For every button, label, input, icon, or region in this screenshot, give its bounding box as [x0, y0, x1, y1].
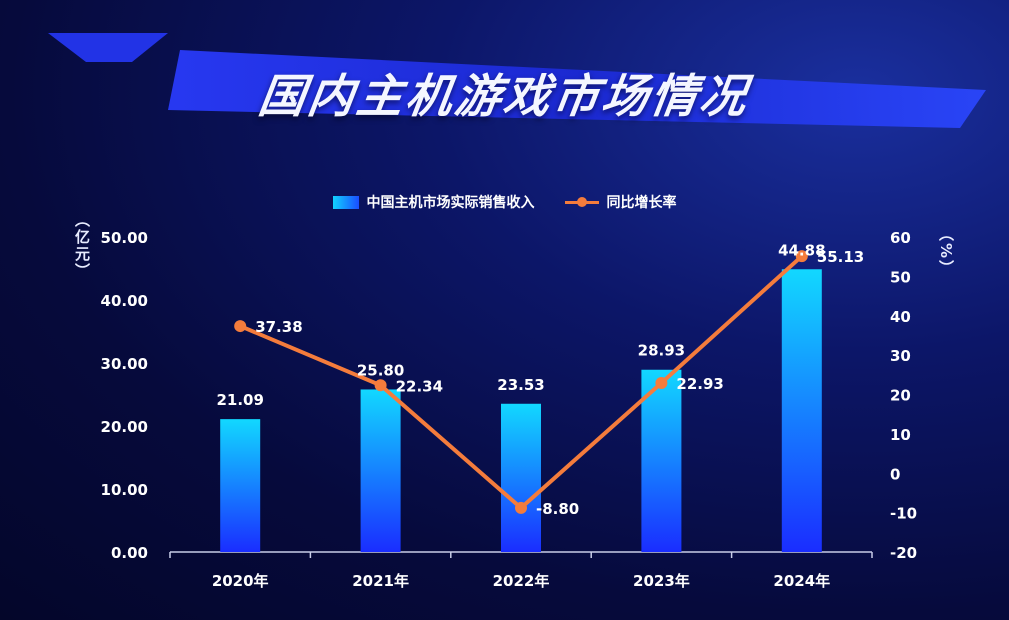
legend-item-line[interactable]: 同比增长率 — [564, 192, 677, 212]
bar-data-label: 28.93 — [638, 342, 685, 360]
line-point[interactable] — [234, 320, 247, 333]
left-tick-label: 30.00 — [101, 355, 148, 373]
bar[interactable] — [781, 269, 822, 552]
bar-data-label: 25.80 — [357, 361, 404, 379]
right-tick-label: 30 — [890, 347, 911, 365]
bar[interactable] — [501, 403, 541, 552]
left-tick-label: 0.00 — [111, 544, 148, 562]
bar[interactable] — [641, 369, 682, 552]
right-tick-label: 10 — [890, 426, 911, 444]
legend-line-label: 同比增长率 — [606, 195, 677, 211]
right-tick-label: -20 — [890, 544, 917, 562]
title-banner — [48, 33, 986, 128]
legend-item-bar[interactable]: 中国主机市场实际销售收入 — [332, 192, 535, 212]
legend-bar-swatch — [332, 195, 359, 209]
bar-data-label: 21.09 — [216, 391, 263, 409]
left-tick-label: 40.00 — [101, 292, 148, 310]
line-data-label: 22.34 — [396, 377, 443, 395]
bar[interactable] — [220, 419, 261, 552]
legend: 中国主机市场实际销售收入 同比增长率 — [0, 190, 1009, 214]
left-tick-label: 20.00 — [101, 418, 148, 436]
right-tick-label: 0 — [890, 465, 900, 483]
left-axis-unit: （亿元） — [73, 212, 91, 280]
left-tick-label: 10.00 — [101, 481, 148, 499]
right-axis-unit: （%） — [937, 226, 955, 278]
right-tick-label: 20 — [890, 387, 911, 405]
line-point[interactable] — [795, 250, 808, 263]
x-tick-label: 2023年 — [633, 572, 690, 590]
line-data-label: 37.38 — [255, 318, 302, 336]
right-tick-label: 40 — [890, 308, 911, 326]
line-point[interactable] — [655, 376, 668, 389]
line-data-label: 22.93 — [676, 375, 723, 393]
legend-bar-label: 中国主机市场实际销售收入 — [366, 195, 535, 211]
x-tick-label: 2024年 — [773, 572, 830, 590]
x-tick-label: 2020年 — [212, 572, 269, 590]
line-point[interactable] — [374, 379, 387, 392]
x-tick-label: 2022年 — [493, 572, 550, 590]
right-tick-label: 60 — [890, 229, 911, 247]
line-data-label: -8.80 — [536, 500, 579, 518]
bar-data-label: 44.88 — [778, 241, 825, 259]
bar-data-label: 23.53 — [497, 376, 544, 394]
legend-line-swatch — [564, 196, 599, 208]
bar[interactable] — [360, 389, 401, 552]
line-point[interactable] — [515, 501, 527, 514]
x-tick-label: 2021年 — [352, 572, 409, 590]
right-tick-label: -10 — [890, 505, 917, 523]
left-tick-label: 50.00 — [101, 229, 148, 247]
line-data-label: 55.13 — [817, 248, 864, 266]
right-tick-label: 50 — [890, 268, 911, 286]
